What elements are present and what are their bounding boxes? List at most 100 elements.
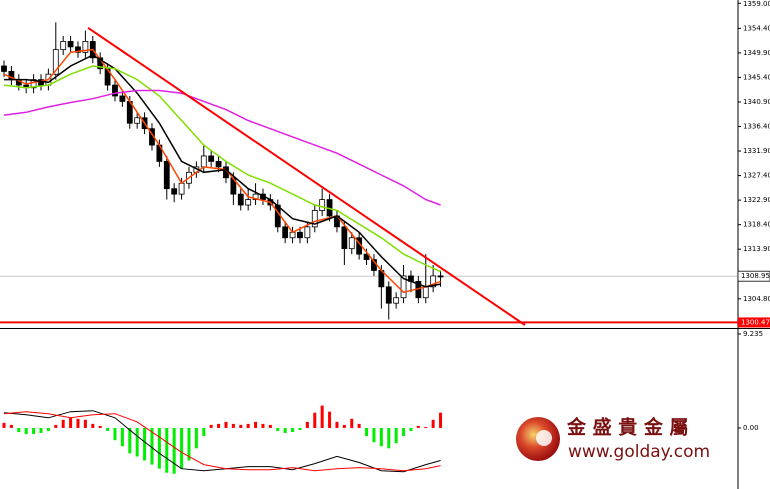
histogram-bar	[180, 427, 184, 469]
candle-body	[430, 275, 437, 288]
histogram-bar	[46, 427, 50, 432]
histogram-bar	[387, 427, 391, 449]
histogram-bar	[231, 423, 235, 428]
histogram-bar	[416, 425, 420, 428]
histogram-bar	[342, 424, 346, 428]
histogram-bar	[261, 423, 265, 428]
histogram-bar	[17, 427, 21, 433]
histogram-bar	[217, 423, 221, 428]
y-tick-label: 1336.40	[743, 123, 770, 131]
histogram-bar	[157, 427, 161, 469]
histogram-bar	[431, 419, 435, 428]
last-price-label: 1308.95	[741, 272, 770, 280]
candle-body	[237, 193, 244, 206]
candle-body	[311, 210, 318, 228]
histogram-bar	[202, 427, 206, 437]
histogram-bar	[61, 419, 65, 428]
candle-body	[319, 199, 326, 211]
histogram-bar	[313, 412, 317, 428]
histogram-bar	[372, 427, 376, 443]
histogram-bar	[2, 422, 6, 428]
histogram-bar	[409, 427, 413, 432]
candle-body	[252, 193, 259, 200]
candle-body	[52, 49, 59, 75]
candle-body	[363, 253, 370, 260]
candle-body	[393, 297, 400, 304]
y-tick-label: 0.00	[743, 424, 759, 432]
candle-body	[163, 161, 170, 190]
histogram-bar	[83, 419, 87, 428]
histogram-bar	[106, 427, 110, 432]
y-tick-label: 1318.40	[743, 221, 770, 229]
moving-average	[3, 65, 441, 273]
candle-body	[341, 226, 348, 250]
histogram-bar	[98, 425, 102, 428]
candle-body	[282, 226, 289, 239]
moving-average	[3, 48, 441, 294]
candle-body	[422, 286, 429, 299]
logo: 金 盛 貴 金 屬 www.golday.com	[516, 416, 710, 462]
candle-body	[67, 41, 74, 48]
candle-body	[82, 41, 89, 53]
histogram-bar	[424, 426, 428, 428]
y-tick-label: 1313.90	[743, 245, 770, 253]
histogram-bar	[335, 421, 339, 428]
candle-body	[385, 286, 392, 304]
y-tick-label: 1345.40	[743, 73, 770, 81]
y-tick-label: 1331.90	[743, 147, 770, 155]
macd-line	[3, 411, 441, 472]
histogram-bar	[113, 427, 117, 441]
y-tick-label: 1354.40	[743, 24, 770, 32]
logo-name: 金 盛 貴 金 屬	[566, 416, 688, 439]
histogram-bar	[120, 427, 124, 447]
histogram-bar	[298, 427, 302, 430]
support-box	[738, 317, 770, 328]
support-label: 1300.47	[741, 318, 770, 326]
histogram-bar	[150, 427, 154, 465]
y-tick-label: 1304.80	[743, 295, 770, 303]
histogram-bar	[357, 423, 361, 428]
histogram-bar	[187, 427, 191, 461]
histogram-bar	[350, 418, 354, 428]
candle-body	[171, 188, 178, 195]
histogram-bar	[76, 418, 80, 428]
histogram-bar	[209, 424, 213, 428]
histogram-bar	[254, 421, 258, 428]
histogram-bar	[283, 427, 287, 434]
histogram-bar	[32, 427, 36, 435]
candle-body	[75, 46, 81, 53]
candle-body	[178, 182, 185, 195]
histogram-bar	[276, 427, 280, 432]
candle-body	[297, 231, 303, 239]
candle-body	[215, 161, 222, 168]
logo-icon	[536, 430, 552, 446]
y-tick-label: 1359.00	[743, 0, 770, 8]
histogram-bar	[291, 427, 295, 433]
candle-body	[208, 155, 215, 162]
candle-body	[1, 65, 7, 72]
candle-body	[134, 117, 141, 124]
candle-body	[437, 275, 444, 278]
moving-average	[3, 89, 441, 206]
last-price-box	[737, 270, 770, 282]
candle-body	[60, 41, 67, 51]
histogram-bar	[402, 427, 406, 437]
trend-line	[87, 26, 526, 326]
candle-body	[112, 84, 118, 97]
y-tick-label: 1340.90	[743, 98, 770, 106]
histogram-bar	[394, 427, 398, 444]
histogram-bar	[135, 427, 139, 457]
histogram-bar	[91, 423, 95, 428]
histogram-bar	[365, 427, 369, 437]
y-tick-label: 1349.90	[743, 49, 770, 57]
histogram-bar	[439, 412, 443, 428]
candle-body	[348, 237, 355, 250]
histogram-bar	[268, 424, 272, 428]
candle-body	[304, 226, 311, 239]
histogram-bar	[246, 423, 250, 428]
histogram-bar	[143, 427, 147, 461]
candle-body	[119, 95, 126, 102]
y-tick-label: 1327.40	[743, 172, 770, 180]
histogram-bar	[39, 427, 43, 434]
